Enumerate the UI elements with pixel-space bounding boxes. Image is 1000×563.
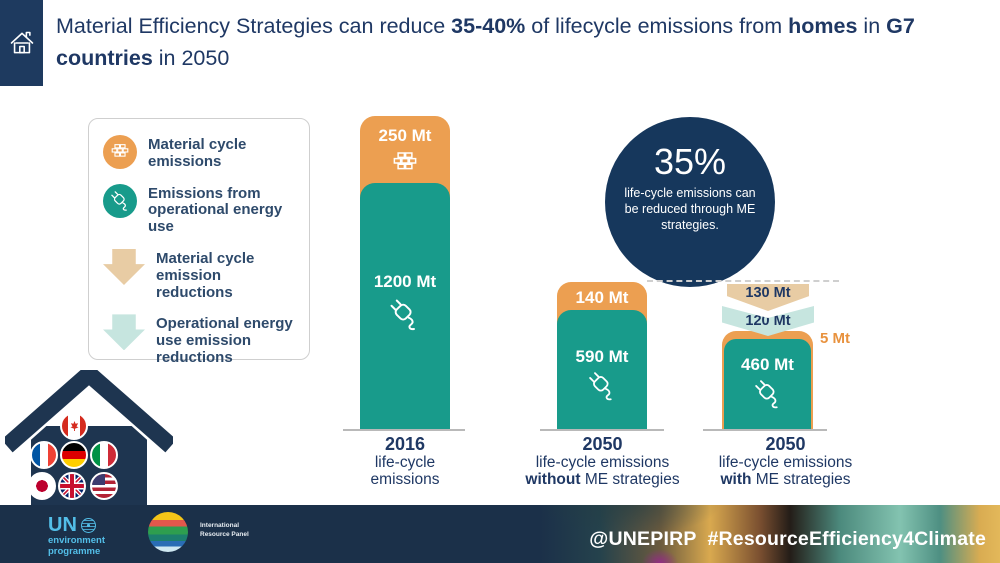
callout-text: life-cycle emissions can be reduced thro… xyxy=(624,185,756,233)
flag-germany-icon xyxy=(60,441,88,469)
bar-sublabel: life-cycle xyxy=(374,453,436,471)
bar-sublabel: emissions xyxy=(370,470,440,488)
bar-sublabel-bold: without xyxy=(525,470,581,488)
bar-year: 2016 xyxy=(384,434,426,454)
down-arrow-lightteal-icon xyxy=(103,314,145,351)
callout-circle: 35% life-cycle emissions can be reduced … xyxy=(605,117,775,287)
bar-2050-without-label: 2050 life-cycle emissions without ME str… xyxy=(505,434,700,488)
flag-italy-icon xyxy=(90,441,118,469)
house-icon xyxy=(8,29,36,57)
legend-item-material-reductions: Material cycle emission reductions xyxy=(103,248,297,301)
unep-logo-text: programme xyxy=(48,546,101,558)
bar-2050-with-operational-value: 460 Mt xyxy=(741,355,794,374)
material-cycle-icon xyxy=(103,135,137,169)
legend-label: Material cycle emission reductions xyxy=(156,249,255,301)
bar-2050-with-label: 2050 life-cycle emissions with ME strate… xyxy=(698,434,873,488)
bar-2050-with-material-value: 5 Mt xyxy=(820,330,850,347)
bar-2016-operational-segment xyxy=(360,183,450,430)
axis-baseline xyxy=(540,429,664,431)
bar-year: 2050 xyxy=(765,434,806,454)
legend-item-operational-reductions: Operational energy use emission reductio… xyxy=(103,314,297,366)
bar-2050-without-operational-value: 590 Mt xyxy=(575,347,629,366)
un-emblem-icon xyxy=(80,517,96,533)
legend-item-operational: Emissions from operational energy use xyxy=(103,183,297,236)
header-accent-square xyxy=(0,0,43,86)
page-title: Material Efficiency Strategies can reduc… xyxy=(56,10,956,75)
bar-2050-without-material-value: 140 Mt xyxy=(575,288,629,307)
title-segment: in xyxy=(857,14,887,38)
bar-2016-label: 2016 life-cycle emissions xyxy=(335,434,475,488)
bar-2016-operational-value: 1200 Mt xyxy=(373,272,437,291)
callout-value: 35% xyxy=(653,141,727,182)
irp-logo-label: International Resource Panel xyxy=(200,522,249,538)
axis-baseline xyxy=(343,429,465,431)
social-handles: @UNEPIRP #ResourceEfficiency4Climate xyxy=(589,528,986,550)
legend-label: Operational energy use emission reductio… xyxy=(156,315,293,366)
irp-logo-icon xyxy=(148,512,188,552)
unep-logo-text: UN xyxy=(48,514,77,536)
unep-logo: UN environment programme xyxy=(48,514,105,558)
bar-sublabel: ME strategies xyxy=(751,470,851,488)
plug-icon xyxy=(387,296,423,332)
flag-uk-icon xyxy=(58,472,86,500)
title-segment-bold: 35-40% xyxy=(451,14,526,38)
flag-usa-icon xyxy=(90,472,118,500)
title-segment: in 2050 xyxy=(152,46,230,71)
title-segment: Material Efficiency Strategies can reduc… xyxy=(56,14,452,38)
flag-france-icon xyxy=(30,441,58,469)
bar-year: 2050 xyxy=(582,434,623,454)
legend-label: Emissions from operational energy use xyxy=(148,184,283,236)
material-cycle-icon xyxy=(389,148,421,178)
legend-label: Material cycle emissions xyxy=(148,136,247,170)
operational-reduction-value: 120 Mt xyxy=(745,313,791,329)
title-segment: of lifecycle emissions from xyxy=(525,14,789,38)
material-reduction-arrow: 130 Mt xyxy=(727,284,809,311)
down-arrow-tan-icon xyxy=(103,248,145,285)
bar-sublabel-bold: with xyxy=(720,470,752,488)
flag-canada-icon xyxy=(60,412,88,440)
material-reduction-value: 130 Mt xyxy=(745,285,791,301)
plug-icon xyxy=(586,369,619,402)
plug-icon xyxy=(103,183,137,218)
g7-house-graphic xyxy=(5,370,173,510)
legend-box: Material cycle emissions Emissions from … xyxy=(88,118,310,366)
reference-dashed-line xyxy=(647,280,839,282)
unep-logo-text: environment xyxy=(48,535,106,547)
bar-sublabel: life-cycle emissions xyxy=(535,453,670,471)
title-segment-bold: homes xyxy=(788,14,858,38)
bar-2050-without-operational-segment xyxy=(557,310,647,430)
bar-sublabel: life-cycle emissions xyxy=(718,453,853,471)
title-segment-bold: G7 countries xyxy=(56,14,915,71)
bar-2016-material-value: 250 Mt xyxy=(378,126,432,145)
legend-item-material-cycle: Material cycle emissions xyxy=(103,135,297,171)
axis-baseline xyxy=(703,429,827,431)
flag-japan-icon xyxy=(28,472,56,500)
plug-icon xyxy=(752,377,785,410)
bar-sublabel: ME strategies xyxy=(580,470,680,488)
